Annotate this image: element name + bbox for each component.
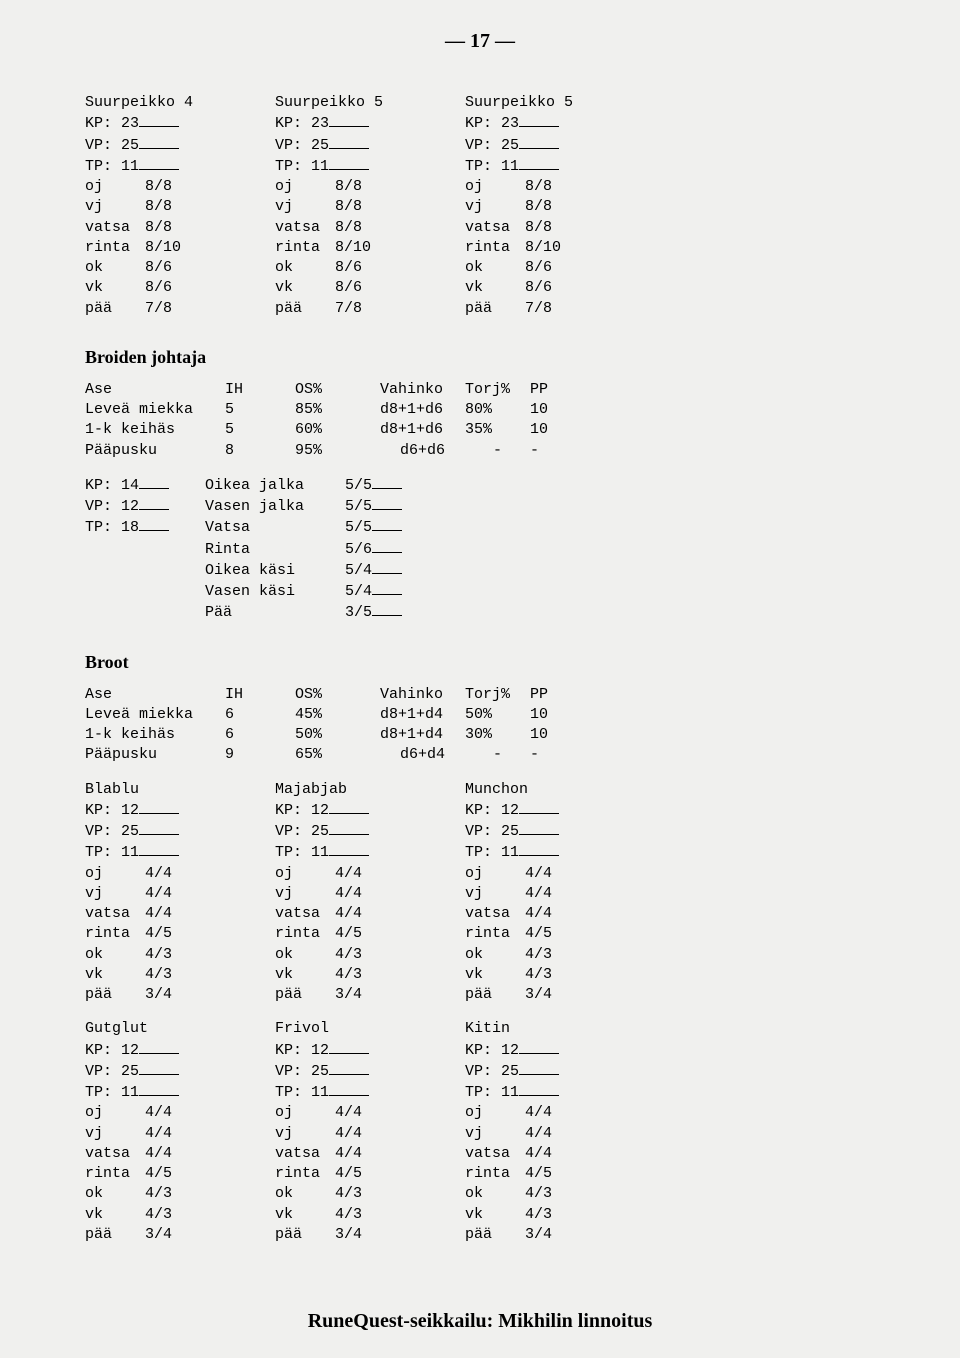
broot-title: Broot [85, 652, 875, 673]
sp-parts-1: oj8/8 vj8/8 vatsa8/8 rinta8/10 ok8/6 vk8… [85, 177, 275, 319]
broot-kitin: Kitin KP: 12 VP: 25 TP: 11 oj4/4 vj4/4 v… [465, 1019, 655, 1245]
broot-majabjab: Majabjab KP: 12 VP: 25 TP: 11 oj4/4 vj4/… [275, 780, 465, 1006]
tp-value: 11 [121, 158, 139, 175]
broot-group-1: Blablu KP: 12 VP: 25 TP: 11 oj4/4 vj4/4 … [85, 780, 875, 1006]
kp-label: KP: [85, 115, 112, 132]
broot-weapons: AseIHOS%VahinkoTorj%PP Leveä miekka645%d… [85, 685, 875, 766]
broiden-johtaja-stats: KP: 14Oikea jalka5/5 VP: 12Vasen jalka5/… [85, 475, 875, 624]
broot-munchon: Munchon KP: 12 VP: 25 TP: 11 oj4/4 vj4/4… [465, 780, 655, 1006]
suurpeikko-section: Suurpeikko 4 KP: 23 VP: 25 TP: 11 oj8/8 … [85, 93, 875, 319]
broot-frivol: Frivol KP: 12 VP: 25 TP: 11 oj4/4 vj4/4 … [275, 1019, 465, 1245]
suurpeikko-title-1: Suurpeikko 4 [85, 93, 275, 113]
suurpeikko-col-1: Suurpeikko 4 KP: 23 VP: 25 TP: 11 oj8/8 … [85, 93, 275, 319]
broot-gutglut: Gutglut KP: 12 VP: 25 TP: 11 oj4/4 vj4/4… [85, 1019, 275, 1245]
suurpeikko-col-2: Suurpeikko 5 KP: 23 VP: 25 TP: 11 oj8/8 … [275, 93, 465, 319]
suurpeikko-title-2: Suurpeikko 5 [275, 93, 465, 113]
vp-label: VP: [85, 137, 112, 154]
tp-label: TP: [85, 158, 112, 175]
page-number: — 17 — [85, 30, 875, 53]
footer-title: RuneQuest-seikkailu: Mikhilin linnoitus [0, 1310, 960, 1333]
broiden-johtaja-title: Broiden johtaja [85, 347, 875, 368]
kp-value: 23 [121, 115, 139, 132]
broiden-johtaja-weapons: AseIHOS%VahinkoTorj%PP Leveä miekka585%d… [85, 380, 875, 461]
suurpeikko-col-3: Suurpeikko 5 KP: 23 VP: 25 TP: 11 oj8/8 … [465, 93, 655, 319]
sp-parts-3: oj8/8 vj8/8 vatsa8/8 rinta8/10 ok8/6 vk8… [465, 177, 655, 319]
broot-group-2: Gutglut KP: 12 VP: 25 TP: 11 oj4/4 vj4/4… [85, 1019, 875, 1245]
sp-parts-2: oj8/8 vj8/8 vatsa8/8 rinta8/10 ok8/6 vk8… [275, 177, 465, 319]
suurpeikko-title-3: Suurpeikko 5 [465, 93, 655, 113]
broot-blablu: Blablu KP: 12 VP: 25 TP: 11 oj4/4 vj4/4 … [85, 780, 275, 1006]
vp-value: 25 [121, 137, 139, 154]
